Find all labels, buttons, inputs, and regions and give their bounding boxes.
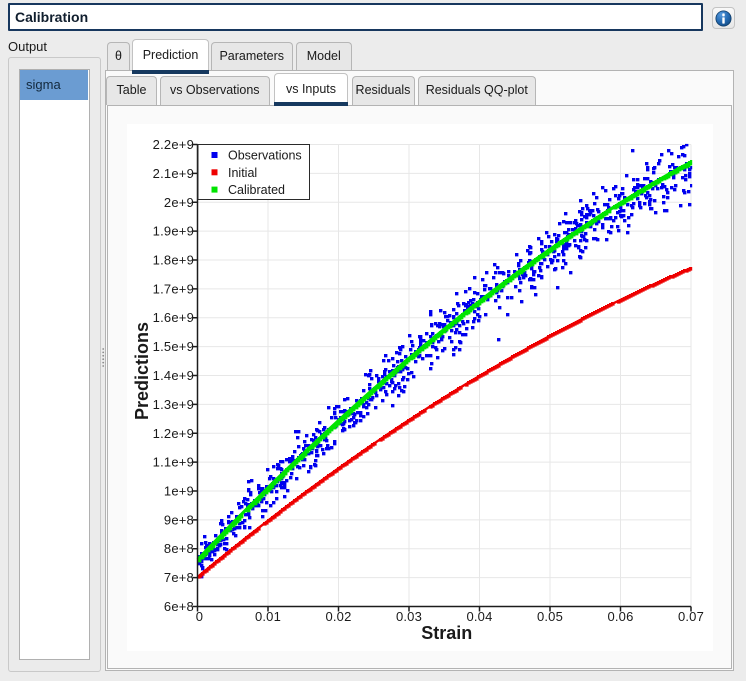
svg-text:1.6e+9: 1.6e+9 — [153, 310, 194, 325]
svg-text:1.4e+9: 1.4e+9 — [153, 368, 194, 383]
svg-text:Initial: Initial — [228, 166, 257, 180]
svg-text:1e+9: 1e+9 — [164, 484, 194, 499]
svg-text:8e+8: 8e+8 — [164, 541, 194, 556]
svg-text:1.5e+9: 1.5e+9 — [153, 339, 194, 354]
svg-text:0.06: 0.06 — [607, 609, 633, 624]
svg-text:2.1e+9: 2.1e+9 — [153, 166, 194, 181]
svg-text:1.9e+9: 1.9e+9 — [153, 224, 194, 239]
svg-text:0.01: 0.01 — [255, 609, 281, 624]
svg-text:2.2e+9: 2.2e+9 — [153, 137, 194, 152]
svg-text:1.2e+9: 1.2e+9 — [153, 426, 194, 441]
svg-text:Observations: Observations — [228, 149, 302, 163]
svg-text:0: 0 — [196, 609, 203, 624]
svg-text:Calibrated: Calibrated — [228, 183, 285, 197]
svg-text:0.07: 0.07 — [678, 609, 704, 624]
svg-text:0.04: 0.04 — [466, 609, 492, 624]
svg-text:1.7e+9: 1.7e+9 — [153, 281, 194, 296]
svg-text:0.03: 0.03 — [396, 609, 422, 624]
svg-text:Predictions: Predictions — [132, 322, 152, 420]
svg-text:1.8e+9: 1.8e+9 — [153, 253, 194, 268]
svg-text:7e+8: 7e+8 — [164, 570, 194, 585]
svg-text:2e+9: 2e+9 — [164, 195, 194, 210]
svg-text:1.3e+9: 1.3e+9 — [153, 397, 194, 412]
svg-text:Strain: Strain — [421, 623, 472, 643]
svg-text:6e+8: 6e+8 — [164, 599, 194, 614]
svg-text:0.05: 0.05 — [537, 609, 563, 624]
svg-text:0.02: 0.02 — [325, 609, 351, 624]
svg-text:9e+8: 9e+8 — [164, 512, 194, 527]
svg-text:1.1e+9: 1.1e+9 — [153, 455, 194, 470]
